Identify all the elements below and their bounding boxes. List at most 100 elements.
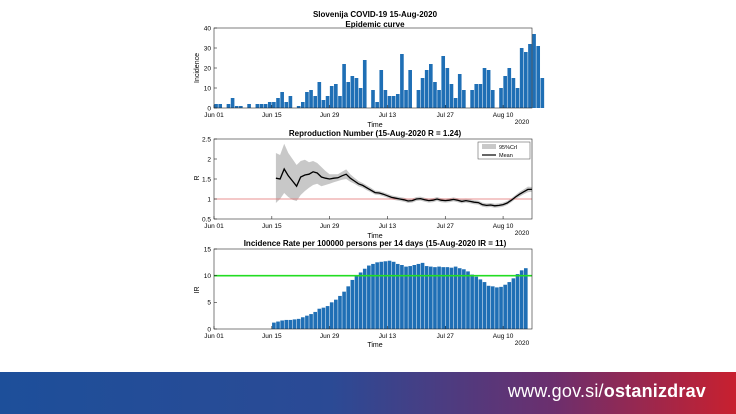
reproduction-number-xtick-label: Jun 15 xyxy=(262,223,282,230)
epidemic-curve-bar xyxy=(300,102,305,108)
incidence-rate-bar xyxy=(334,299,338,329)
incidence-rate-bar xyxy=(280,320,284,329)
epidemic-curve-bar xyxy=(462,90,466,108)
epidemic-curve-bar xyxy=(334,84,338,108)
incidence-rate-bar xyxy=(445,267,450,329)
incidence-rate-bar xyxy=(272,322,276,329)
epidemic-curve-bar xyxy=(280,92,284,108)
incidence-rate-bar xyxy=(346,286,351,329)
epidemic-curve-bar xyxy=(429,64,433,108)
epidemic-curve-bar xyxy=(329,86,334,108)
epidemic-curve-bar xyxy=(267,102,272,108)
reproduction-number-ylabel: R xyxy=(194,175,201,180)
epidemic-curve-xtick-label: Jun 15 xyxy=(262,112,282,119)
reproduction-number-year: 2020 xyxy=(515,230,530,237)
incidence-rate-bar xyxy=(391,261,396,329)
incidence-rate-bar xyxy=(371,263,375,329)
epidemic-curve-bar xyxy=(490,90,495,108)
epidemic-curve-bar xyxy=(408,70,412,108)
incidence-rate-bar xyxy=(523,268,528,329)
incidence-rate-bar xyxy=(433,267,437,329)
reproduction-number-ytick-label: 1.5 xyxy=(202,176,211,183)
incidence-rate-bar xyxy=(453,266,458,329)
incidence-rate-bar xyxy=(309,314,313,329)
incidence-rate-bar xyxy=(462,269,466,329)
epidemic-curve-bar xyxy=(457,74,462,108)
incidence-rate-bars xyxy=(214,260,532,329)
incidence-rate-bar xyxy=(457,268,462,329)
epidemic-curve-bar xyxy=(313,96,317,108)
incidence-rate-bar xyxy=(342,291,346,329)
epidemic-curve-bar xyxy=(441,56,446,108)
legend-ci-label: 95%CrI xyxy=(499,145,518,151)
incidence-rate-bar xyxy=(449,267,454,329)
incidence-rate-bar xyxy=(515,274,520,329)
epidemic-curve-xtick-label: Jul 27 xyxy=(437,112,455,119)
incidence-rate-bar xyxy=(362,268,367,329)
charts-figure: Slovenija COVID-19 15-Aug-2020 Epidemic … xyxy=(194,10,545,349)
epidemic-curve-bar xyxy=(420,78,425,108)
incidence-rate-bar xyxy=(367,265,371,329)
epidemic-curve-bar xyxy=(354,78,359,108)
reproduction-number-xtick-label: Jul 27 xyxy=(437,223,455,230)
incidence-rate-bar xyxy=(375,262,379,329)
incidence-rate-ytick-label: 15 xyxy=(204,246,212,253)
ci-band xyxy=(275,143,532,208)
epidemic-curve-bar xyxy=(532,34,536,108)
epidemic-curve-bar xyxy=(234,106,239,108)
incidence-rate-xtick-label: Jun 15 xyxy=(262,333,282,340)
epidemic-curve-bar xyxy=(391,96,396,108)
incidence-rate-bar xyxy=(486,285,491,329)
epidemic-curve-bar xyxy=(540,78,545,108)
incidence-rate-xtick-label: Jun 29 xyxy=(320,333,340,340)
legend-ci-swatch xyxy=(482,144,496,149)
incidence-rate-bar xyxy=(404,266,408,329)
epidemic-curve-bar xyxy=(416,90,421,108)
epidemic-curve-bar xyxy=(362,60,367,108)
incidence-rate-xtick-label: Aug 10 xyxy=(493,333,514,340)
epidemic-curve-bar xyxy=(528,44,532,108)
incidence-rate-frame xyxy=(213,248,533,330)
incidence-rate-bar xyxy=(321,307,326,329)
epidemic-curve-ytick-label: 40 xyxy=(204,25,212,32)
epidemic-curve-bar xyxy=(511,78,516,108)
reproduction-number-panel: Reproduction Number (15-Aug-2020 R = 1.2… xyxy=(194,129,533,240)
epidemic-curve-bar xyxy=(358,88,363,108)
incidence-rate-bar xyxy=(416,263,421,329)
website-link[interactable]: www.gov.si/ostanizdrav xyxy=(508,381,706,402)
incidence-rate-bar xyxy=(313,311,317,329)
incidence-rate-bar xyxy=(499,286,503,329)
epidemic-curve-bar xyxy=(247,104,251,108)
website-link-prefix: www.gov.si/ xyxy=(507,381,604,401)
epidemic-curve-bar xyxy=(400,54,404,108)
incidence-rate-ytick-label: 10 xyxy=(204,273,212,280)
epidemic-curve-bar xyxy=(474,84,479,108)
incidence-rate-xlabel: Time xyxy=(367,342,382,349)
reproduction-number-xtick-label: Jun 29 xyxy=(320,223,340,230)
reproduction-number-xlabel: Time xyxy=(367,233,382,240)
epidemic-curve-bar xyxy=(342,64,346,108)
epidemic-curve-ytick-label: 0 xyxy=(207,105,211,112)
incidence-rate-bar xyxy=(296,318,301,329)
epidemic-curve-ytick-label: 10 xyxy=(204,85,212,92)
epidemic-curve-bar xyxy=(350,76,355,108)
reproduction-number-ytick-label: 1 xyxy=(207,196,211,203)
epidemic-curve-bar xyxy=(433,82,437,108)
reproduction-number-ytick-label: 2 xyxy=(207,156,211,163)
reproduction-number-xtick-label: Aug 10 xyxy=(493,223,514,230)
epidemic-curve-xlabel: Time xyxy=(367,122,382,129)
epidemic-curve-bar xyxy=(478,84,483,108)
epidemic-curve-bars xyxy=(214,34,545,108)
incidence-rate-bar xyxy=(400,265,404,329)
epidemic-curve-xtick-label: Aug 10 xyxy=(493,112,514,119)
incidence-rate-ylabel: IR xyxy=(194,287,201,294)
epidemic-curve-bar xyxy=(325,96,330,108)
incidence-rate-bar xyxy=(300,317,305,329)
epidemic-curve-bar xyxy=(404,90,408,108)
epidemic-curve-panel: Slovenija COVID-19 15-Aug-2020 Epidemic … xyxy=(194,10,545,129)
epidemic-curve-bar xyxy=(321,100,326,108)
incidence-rate-bar xyxy=(490,286,495,329)
epidemic-curve-bar xyxy=(263,104,268,108)
epidemic-curve-bar xyxy=(519,48,524,108)
epidemic-curve-bar xyxy=(470,90,474,108)
